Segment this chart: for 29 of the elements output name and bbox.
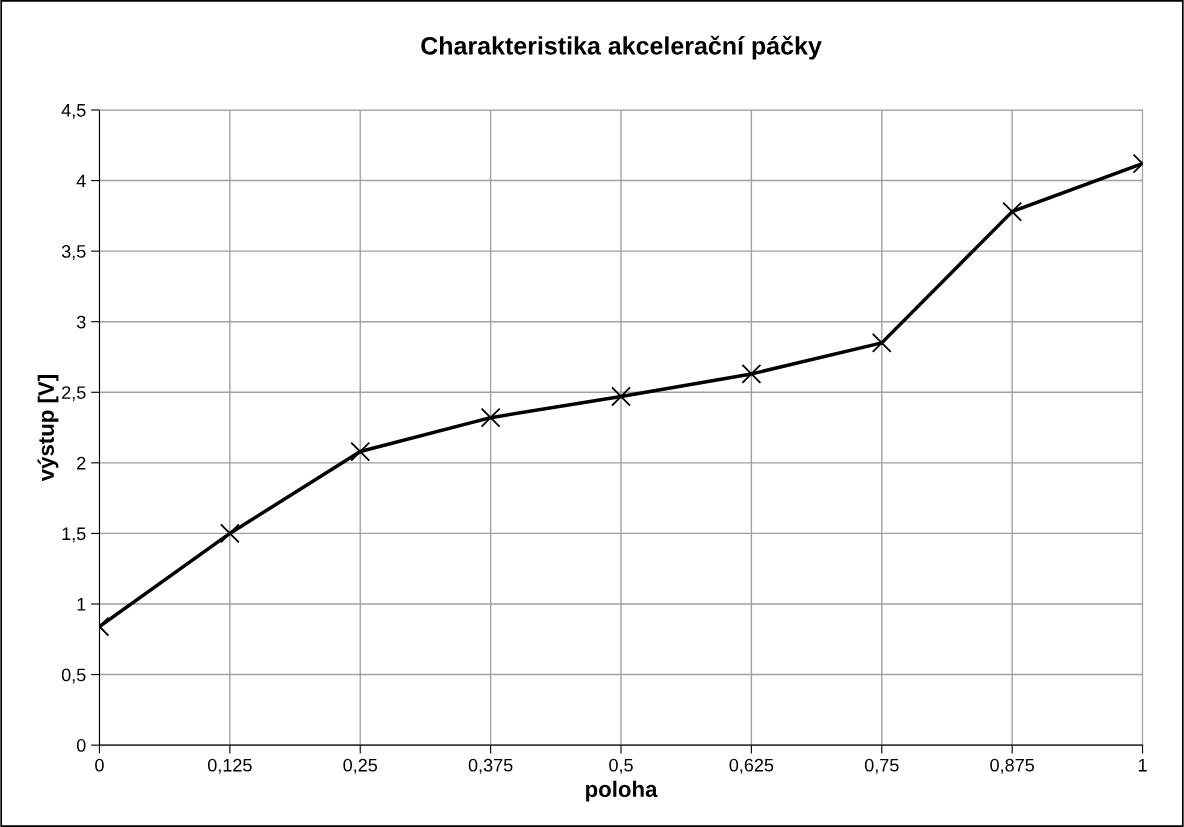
x-tick-label: 0,125 xyxy=(207,758,252,774)
x-tick-label: 0,875 xyxy=(990,758,1035,774)
y-tick-label: 2,5 xyxy=(62,386,86,402)
point xyxy=(1002,201,1023,222)
y-tick-label: 3,5 xyxy=(61,245,86,260)
x-tick-label: 0,5 xyxy=(609,758,633,774)
y-tick-label: 1,5 xyxy=(62,527,86,543)
point xyxy=(219,523,240,544)
y-tick-label: 1 xyxy=(77,598,86,611)
x-tick-label: 1 xyxy=(1138,758,1147,772)
x-tick-label: 0,25 xyxy=(343,758,378,774)
y-tick-label: 3 xyxy=(76,315,86,329)
y-tick-label: 4,5 xyxy=(61,104,86,119)
y-tick-label: 4 xyxy=(76,174,86,188)
point xyxy=(611,386,631,407)
x-tick-label: 0 xyxy=(95,758,104,772)
point xyxy=(480,407,501,428)
y-tick-label: 0 xyxy=(76,739,86,752)
x-axis-title: poloha xyxy=(586,780,658,802)
y-tick-label: 2 xyxy=(77,456,86,470)
chart-title: Charakteristika akcelerační páčky xyxy=(421,35,822,60)
y-tick-label: 0,5 xyxy=(61,668,86,684)
x-tick-label: 0,75 xyxy=(864,758,899,774)
point xyxy=(871,332,892,353)
x-tick-label: 0,375 xyxy=(468,758,513,774)
y-axis-title: výstup [V] xyxy=(37,375,59,482)
point xyxy=(741,363,762,384)
x-tick-label: 0,625 xyxy=(729,758,774,774)
point xyxy=(350,441,371,462)
